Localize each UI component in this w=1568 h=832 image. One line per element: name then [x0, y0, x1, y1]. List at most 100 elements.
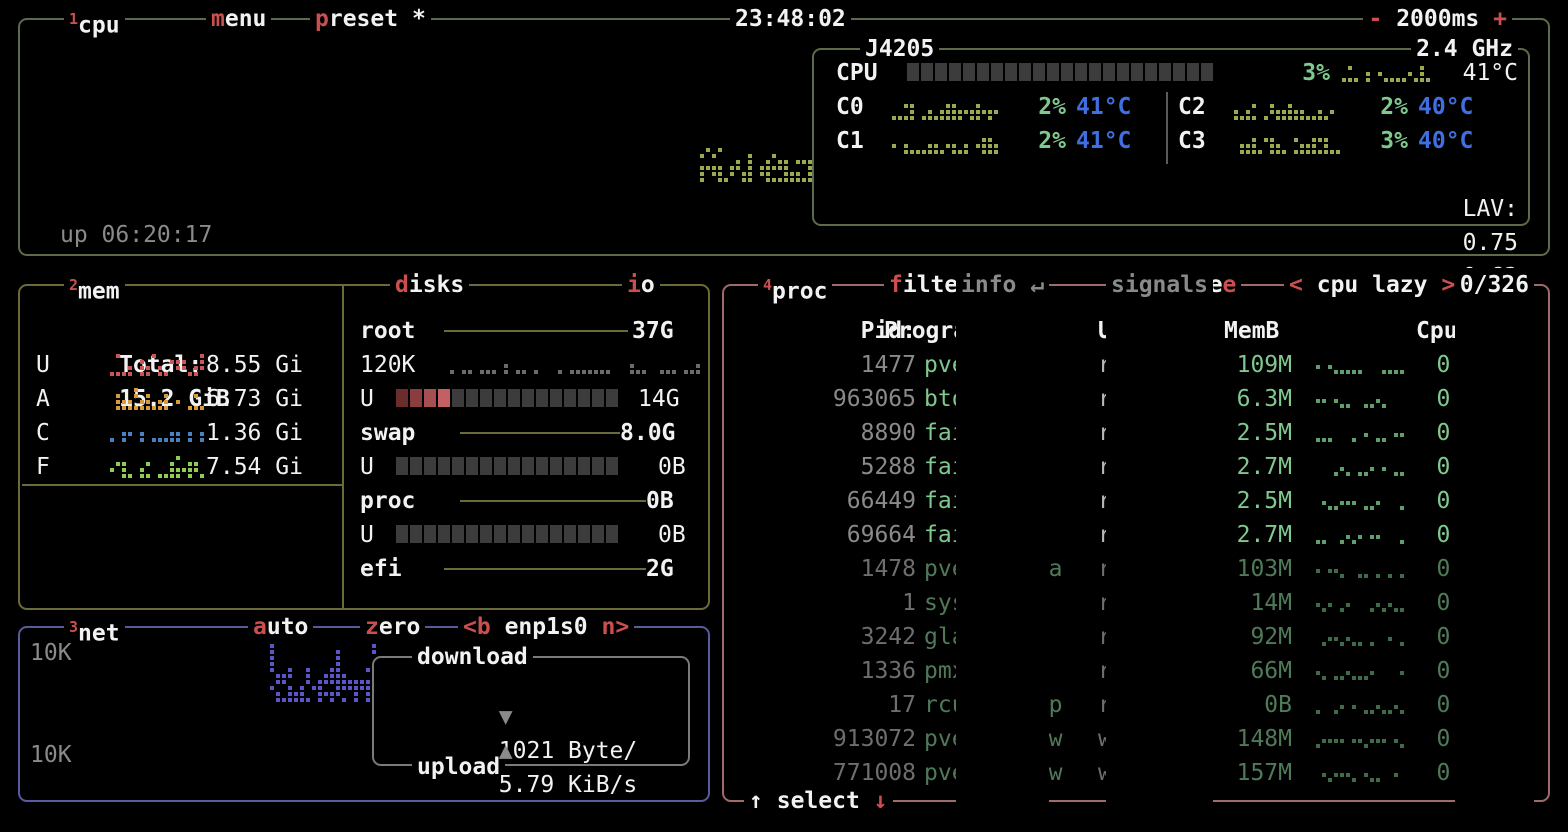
- row-cpu-graph: [1316, 394, 1406, 410]
- cpu-total-graph: [700, 142, 830, 182]
- proc-tree-hotkey: e: [1222, 272, 1237, 298]
- row-memory: 6.3M: [1236, 386, 1292, 412]
- disk-name-0: root: [360, 318, 416, 344]
- net-interface-selector[interactable]: <b enp1s0 n>: [458, 610, 635, 644]
- cpu-menu-button[interactable]: menu: [206, 2, 272, 36]
- disk-rule-0: [444, 330, 628, 332]
- net-upload-value: 5.79 KiB/s: [498, 772, 638, 798]
- proc-sort-next-button[interactable]: >: [1441, 272, 1456, 298]
- row-pid: 17: [888, 692, 916, 718]
- disk-size-3: 2G: [646, 556, 674, 582]
- core-label-c2: C2: [1178, 94, 1206, 120]
- core-percent-c2: 2%: [1380, 94, 1408, 120]
- proc-info-hint[interactable]: info ↵: [956, 268, 1050, 818]
- core-percent-c3: 3%: [1380, 128, 1408, 154]
- mem-panel: 2mem disks io Total: 15.2 GiB U 8.55 Gi …: [18, 268, 710, 610]
- net-panel: 3net auto zero <b enp1s0 n> 10K 10K down…: [18, 610, 710, 802]
- disk-rule-2: [460, 500, 646, 502]
- row-cpu-graph: [1316, 564, 1406, 580]
- disks-panel-title[interactable]: disks: [390, 268, 470, 302]
- net-iface-prev-button[interactable]: <b: [463, 614, 491, 640]
- proc-count-badge: 0/326: [1454, 268, 1534, 818]
- row-memory: 66M: [1250, 658, 1292, 684]
- net-download-graph: [270, 636, 380, 702]
- proc-panel-index: 4: [763, 276, 773, 294]
- row-pid: 8890: [860, 420, 916, 446]
- disk-name-1: swap: [360, 420, 416, 446]
- mem-row-value-3: 7.54 Gi: [206, 454, 303, 480]
- core-temp-c1: 41°C: [1076, 128, 1132, 154]
- row-cpu-graph: [1316, 700, 1406, 716]
- proc-sort-selector[interactable]: < cpu lazy >: [1284, 268, 1461, 302]
- row-pid: 1477: [860, 352, 916, 378]
- proc-sort-prev-button[interactable]: <: [1289, 272, 1303, 298]
- core-graph-c2: [1234, 100, 1344, 120]
- mem-row-value-1: 6.73 Gi: [206, 386, 303, 412]
- row-cpu-graph: [1316, 666, 1406, 682]
- proc-signals-hint[interactable]: signals: [1106, 268, 1213, 818]
- disk-name-3: efi: [360, 556, 402, 582]
- enter-key-icon: ↵: [1030, 272, 1045, 298]
- net-download-label: download: [412, 640, 533, 674]
- mem-row-graph-3: [110, 456, 206, 478]
- disk-meter-0: [396, 389, 618, 407]
- interval-increase-button[interactable]: +: [1493, 6, 1507, 32]
- io-rate-value: 120K: [360, 352, 416, 378]
- net-download-rate: ▼ 1021 Byte/: [388, 666, 637, 802]
- disk-used-0: 14G: [638, 386, 680, 412]
- select-up-icon[interactable]: ↑: [749, 788, 763, 814]
- row-pid: 69664: [846, 522, 916, 548]
- mem-row-key-2: C: [36, 420, 50, 446]
- net-upload-label: upload: [412, 750, 506, 784]
- core-temp-c2: 40°C: [1418, 94, 1474, 120]
- net-upload-graph: [270, 704, 380, 770]
- mem-row-value-2: 1.36 Gi: [206, 420, 303, 446]
- mem-panel-title[interactable]: 2mem: [64, 268, 125, 309]
- row-pid: 963065: [832, 386, 916, 412]
- disk-rule-1: [460, 432, 620, 434]
- proc-select-hint[interactable]: ↑ select ↓: [744, 784, 893, 818]
- core-percent-c0: 2%: [1038, 94, 1066, 120]
- row-cpu-graph: [1316, 632, 1406, 648]
- proc-signals-label: signals: [1111, 272, 1208, 298]
- row-memory: 0B: [1264, 692, 1292, 718]
- net-zero-toggle[interactable]: zero: [360, 610, 426, 644]
- cpu-panel-title[interactable]: 1cpu: [64, 2, 125, 43]
- disk-meter-1: [396, 457, 618, 475]
- interval-value: 2000ms: [1396, 6, 1480, 32]
- row-pid: 1478: [860, 556, 916, 582]
- io-graph: [450, 364, 700, 374]
- cpu-preset-button[interactable]: preset *: [310, 2, 431, 36]
- net-auto-toggle[interactable]: auto: [248, 610, 314, 644]
- disk-size-0: 37G: [632, 318, 674, 344]
- mem-row-key-0: U: [36, 352, 50, 378]
- row-cpu-graph: [1316, 768, 1406, 784]
- net-panel-title[interactable]: 3net: [64, 610, 125, 651]
- load-average-1m: 0.75: [1462, 230, 1518, 256]
- mem-row-key-1: A: [36, 386, 50, 412]
- proc-info-label: info: [961, 272, 1017, 298]
- disk-used-1: 0B: [658, 454, 686, 480]
- update-interval-control[interactable]: - 2000ms +: [1363, 2, 1512, 36]
- mem-disks-divider: [342, 286, 344, 608]
- uptime-label: up 06:20:17: [60, 222, 213, 248]
- core-graph-c1: [892, 134, 1002, 154]
- disk-size-2: 0B: [646, 488, 674, 514]
- interval-decrease-button[interactable]: -: [1368, 6, 1383, 32]
- row-pid: 66449: [846, 488, 916, 514]
- proc-col-pid[interactable]: Pid:: [860, 318, 916, 344]
- net-iface-next-button[interactable]: n>: [601, 614, 630, 640]
- clock-display: 23:48:02: [730, 2, 851, 36]
- row-memory: 2.7M: [1236, 454, 1292, 480]
- io-mode-toggle[interactable]: io: [622, 268, 660, 302]
- proc-col-memb[interactable]: MemB: [1224, 318, 1280, 344]
- disk-rule-3: [444, 568, 646, 570]
- proc-panel-title[interactable]: 4proc: [758, 268, 833, 309]
- cpu-preset-label: reset: [328, 6, 399, 32]
- select-down-icon[interactable]: ↓: [873, 788, 888, 814]
- disks-title-label: isks: [408, 272, 465, 298]
- download-arrow-icon: ▼: [498, 704, 513, 730]
- net-panel-title-label: net: [78, 620, 120, 647]
- net-auto-label: uto: [266, 614, 309, 640]
- core-percent-c1: 2%: [1038, 128, 1066, 154]
